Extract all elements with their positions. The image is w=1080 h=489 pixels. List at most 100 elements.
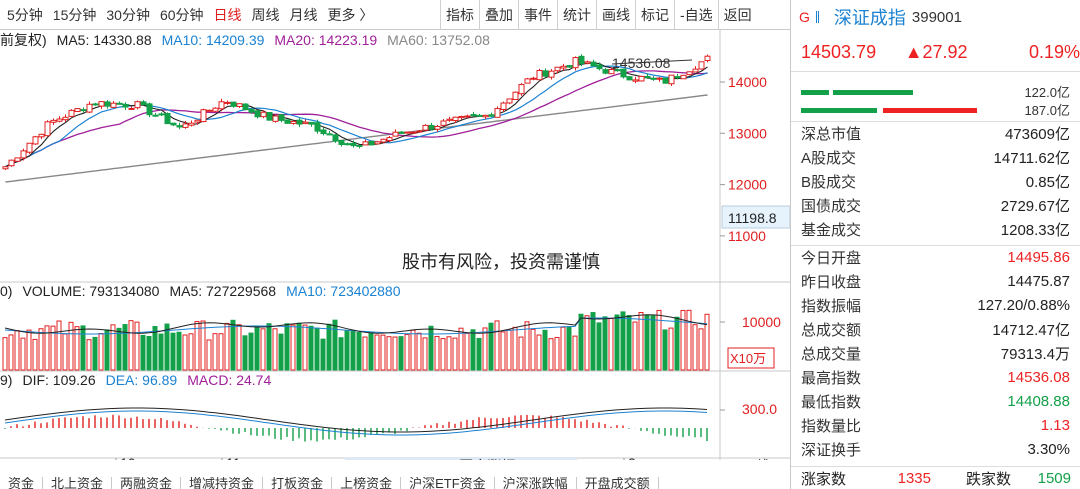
candle-body <box>680 74 687 80</box>
period-60min[interactable]: 60分钟 <box>159 6 204 23</box>
candle-body <box>368 140 375 146</box>
volume-bar <box>254 325 260 371</box>
flow-bar-1-label: 122.0亿 <box>1024 85 1070 100</box>
volume-bar <box>80 325 86 371</box>
candle-body <box>314 122 321 132</box>
quote-stats: 今日开盘 14495.86 昨日收盘 14475.87 指数振幅 127.20/0.88%… <box>791 246 1080 462</box>
candle-body <box>518 84 525 95</box>
volume-bar <box>536 334 542 371</box>
candle-body <box>68 109 75 117</box>
volume-bar <box>638 312 644 371</box>
volume-bar <box>308 325 314 371</box>
ma5-legend: MA5: 14330.88 <box>56 32 152 48</box>
quote-label: 最低指数 <box>801 394 862 411</box>
volume-bar <box>602 316 608 371</box>
period-daily[interactable]: 日线 <box>213 6 242 23</box>
stat-label: 国债成交 <box>801 198 862 215</box>
candle-body <box>536 69 543 81</box>
candle-body <box>50 119 57 123</box>
candle-body <box>266 112 273 121</box>
candle-body <box>344 143 351 146</box>
volume-bar <box>20 337 26 371</box>
candle-body <box>278 114 285 121</box>
candle-body <box>206 109 213 112</box>
menu-icon[interactable] <box>815 11 826 23</box>
candle-body <box>440 120 447 126</box>
candle-body <box>236 103 243 108</box>
candle-body <box>404 131 411 134</box>
tool-draw[interactable]: 画线 <box>596 0 635 30</box>
ma5-line <box>5 62 708 168</box>
candle-body <box>38 133 45 138</box>
volume-bar <box>194 321 200 371</box>
period-30min[interactable]: 30分钟 <box>106 6 150 23</box>
breadth-row: 涨家数 1335 跌家数 1509 <box>791 466 1080 489</box>
dea-value: DEA: 96.89 <box>105 372 178 388</box>
y-tick-label: 13000 <box>728 125 767 141</box>
tab-etf[interactable]: 沪深ETF资金 <box>401 477 495 489</box>
tool-stats[interactable]: 统计 <box>557 0 596 30</box>
volume-bar <box>260 328 266 371</box>
volume-bar <box>542 329 548 371</box>
volume-bar <box>212 333 218 371</box>
period-15min[interactable]: 15分钟 <box>52 6 97 23</box>
x-axis-label: 2 <box>628 455 636 460</box>
volume-bar <box>296 322 302 371</box>
tool-indicator[interactable]: 指标 <box>440 0 479 30</box>
tab-northbound[interactable]: 北上资金 <box>43 477 113 489</box>
candle-body <box>560 65 567 69</box>
volume-bar <box>134 321 140 371</box>
tab-change[interactable]: 沪深涨跌幅 <box>495 477 577 489</box>
candle-body <box>542 70 549 77</box>
quote-label: 最高指数 <box>801 370 862 387</box>
tab-funds[interactable]: 资金 <box>0 477 44 489</box>
tool-remove-favorite[interactable]: -自选 <box>674 0 718 30</box>
candle-body <box>638 75 645 82</box>
period-monthly[interactable]: 月线 <box>289 6 318 23</box>
kline-chart-area[interactable]: 14000 13000 12000 11000 14536.08 11198.8 股市有风险… <box>0 30 790 460</box>
volume-bar <box>236 324 242 371</box>
volume-bar <box>86 339 92 371</box>
volume-bar <box>506 329 512 371</box>
volume-bar <box>548 338 554 371</box>
ma60-line <box>5 94 708 183</box>
volume-bar <box>686 309 692 371</box>
volume-bar <box>56 320 62 371</box>
period-more[interactable]: 更多 〉 <box>327 6 374 23</box>
tool-mark[interactable]: 标记 <box>635 0 674 30</box>
volume-bar <box>8 334 14 371</box>
candle-body <box>14 157 21 162</box>
candle-body <box>302 121 309 125</box>
candle-body <box>98 101 105 107</box>
period-5min[interactable]: 5分钟 <box>7 6 43 23</box>
candle-body <box>410 131 417 134</box>
tab-top-list[interactable]: 上榜资金 <box>332 477 402 489</box>
candle-body <box>194 119 201 123</box>
tool-back[interactable]: 返回 <box>717 0 757 30</box>
tab-open-turnover[interactable]: 开盘成交额 <box>577 477 659 489</box>
volume-bar <box>188 333 194 371</box>
tool-overlay[interactable]: 叠加 <box>479 0 518 30</box>
volume-unit-box <box>727 347 775 369</box>
volume-bar <box>248 332 254 371</box>
volume-bar <box>206 339 212 371</box>
hover-info-text: 2026/01/23/五 19 至今涨幅1.23% <box>348 458 555 460</box>
macd-legend: 9) DIF: 109.26 DEA: 96.89 MACD: 24.74 <box>0 372 281 388</box>
period-weekly[interactable]: 周线 <box>251 6 280 23</box>
candle-body <box>296 119 303 125</box>
quote-value: 127.20/0.88% <box>977 297 1070 314</box>
volume-bar <box>374 334 380 371</box>
candle-body <box>548 70 555 78</box>
tab-holdings[interactable]: 增减持资金 <box>181 477 264 489</box>
candle-body <box>422 124 429 131</box>
volume-bar <box>596 322 602 371</box>
stat-label: 基金成交 <box>801 222 862 239</box>
candle-body <box>290 120 297 124</box>
up-count-label: 涨家数 <box>801 470 847 488</box>
quote-value: 14408.88 <box>1007 393 1070 410</box>
candle-body <box>170 122 177 126</box>
tab-margin[interactable]: 两融资金 <box>112 477 182 489</box>
tool-event[interactable]: 事件 <box>518 0 557 30</box>
tab-limit-up[interactable]: 打板资金 <box>263 477 333 489</box>
volume-bar <box>242 335 248 371</box>
